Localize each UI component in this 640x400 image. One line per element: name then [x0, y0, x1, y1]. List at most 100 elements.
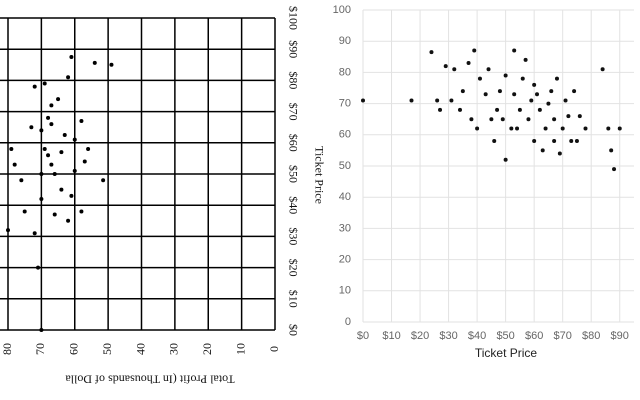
x-tick-label: $50: [496, 330, 514, 342]
point: [606, 126, 611, 131]
point: [489, 117, 494, 122]
point: [552, 139, 557, 144]
point: [62, 133, 67, 137]
y-tick-label: 30: [167, 343, 181, 355]
point: [109, 62, 114, 67]
point: [512, 92, 517, 97]
point: [483, 92, 488, 97]
point: [19, 178, 24, 183]
x-tick-label: $0: [357, 330, 369, 342]
y-tick-label: 60: [67, 343, 81, 355]
point: [79, 209, 84, 214]
x-tick-label: $40: [468, 330, 486, 342]
x-tick-label: $100: [286, 6, 300, 30]
x-tick-label: $70: [286, 103, 300, 121]
point: [540, 148, 545, 153]
point: [52, 172, 57, 176]
point: [42, 81, 47, 86]
point: [492, 139, 497, 144]
point: [82, 159, 87, 164]
point: [49, 162, 54, 167]
x-axis-title: Ticket Price: [312, 146, 326, 204]
x-tick-label: $0: [286, 324, 300, 336]
point: [72, 137, 77, 142]
point: [438, 107, 443, 112]
point: [66, 75, 71, 80]
point: [92, 60, 97, 65]
point: [59, 187, 64, 192]
point: [609, 148, 614, 153]
y-tick-label: 80: [0, 343, 14, 355]
point: [56, 97, 61, 102]
point: [79, 118, 84, 123]
y-axis-title: Total Profit (In Thousands of Dolla: [65, 372, 235, 386]
y-tick-label: 70: [33, 343, 47, 355]
point: [69, 193, 74, 198]
point: [543, 126, 548, 131]
point: [22, 209, 27, 214]
point: [443, 64, 448, 69]
point: [361, 98, 365, 103]
y-tick-label: 20: [200, 343, 214, 355]
point: [537, 107, 542, 112]
point: [549, 89, 554, 94]
y-tick-label: 90: [339, 35, 351, 47]
point: [69, 55, 74, 59]
x-tick-label: $80: [582, 330, 600, 342]
point: [497, 89, 502, 94]
x-tick-label: $30: [439, 330, 457, 342]
point: [554, 76, 559, 81]
point: [452, 67, 457, 72]
x-tick-label: $40: [286, 196, 300, 214]
point: [617, 126, 622, 131]
point: [29, 125, 34, 130]
x-tick-label: $10: [286, 290, 300, 308]
point: [535, 92, 540, 97]
point: [42, 147, 47, 152]
point: [52, 212, 57, 217]
point: [477, 76, 482, 81]
x-tick-label: $10: [382, 330, 400, 342]
point: [509, 126, 514, 131]
point: [86, 147, 91, 152]
point: [526, 117, 531, 122]
point: [39, 128, 44, 133]
point: [503, 73, 508, 78]
right-chart: 0 10 20 30 40 50 60 70 80 90 100 $0 $10 $20 $30 $40 $50 $…: [333, 4, 634, 360]
y-tick-label: 30: [339, 222, 351, 234]
y-tick-label: 0: [345, 316, 351, 328]
point: [515, 126, 520, 131]
point: [457, 107, 462, 112]
x-tick-label: $80: [286, 71, 300, 89]
x-tick-label: $30: [286, 227, 300, 245]
point: [466, 61, 471, 66]
y-tick-label: 0: [267, 346, 281, 352]
point: [72, 168, 77, 173]
point: [572, 89, 577, 94]
left-chart: $0 $10 $20 $30 $40 $50 $60 $70 $80 $90 $100 0 10 20 30…: [0, 6, 326, 386]
x-tick-label: $50: [286, 165, 300, 183]
point: [569, 139, 574, 144]
point: [503, 157, 508, 162]
point: [12, 162, 17, 167]
point: [523, 57, 528, 62]
point: [6, 228, 10, 233]
point: [532, 82, 537, 87]
x-tick-label: $90: [286, 40, 300, 58]
point: [560, 126, 565, 131]
x-axis-title: Ticket Price: [475, 346, 538, 360]
point: [512, 48, 517, 53]
point: [49, 103, 54, 108]
point: [500, 117, 505, 122]
point: [566, 114, 571, 119]
y-tick-label: 50: [100, 343, 114, 355]
point: [66, 218, 71, 223]
x-tick-label: $60: [525, 330, 543, 342]
point: [495, 107, 500, 112]
x-tick-label: $90: [611, 330, 629, 342]
point: [46, 153, 51, 158]
point: [409, 98, 414, 103]
point: [520, 76, 525, 81]
point: [435, 98, 440, 103]
